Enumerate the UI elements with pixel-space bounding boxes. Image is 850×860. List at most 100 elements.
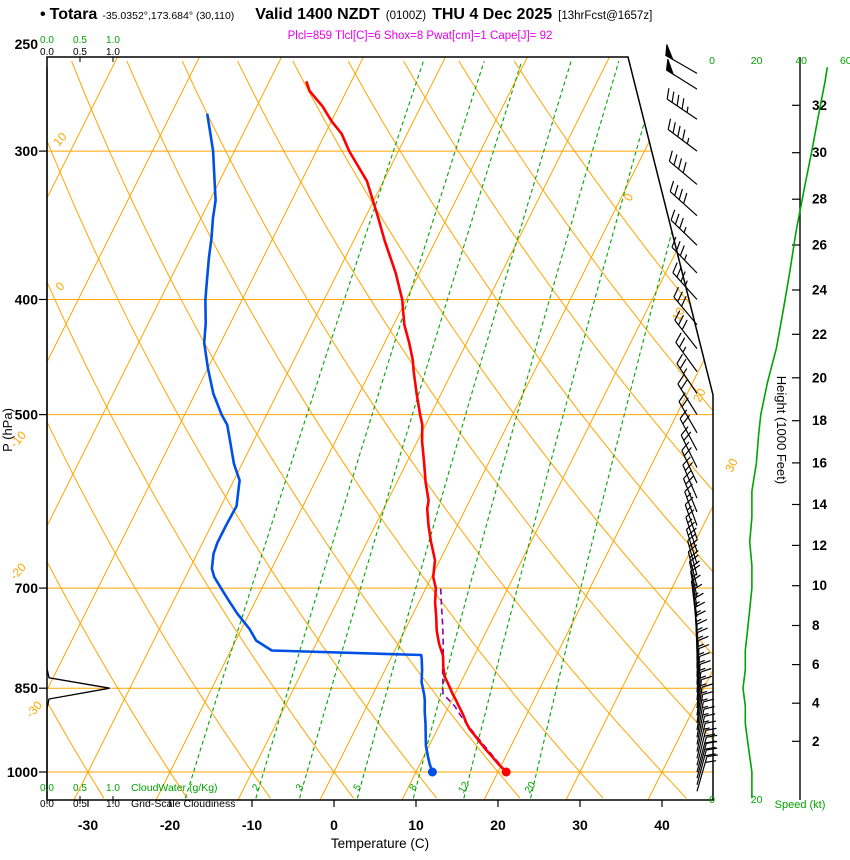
height-tick-label: 8 [812, 618, 820, 633]
dewpoint-curve [202, 113, 434, 773]
mixing-ratio-label: 3 [294, 782, 307, 793]
height-tick-label: 30 [812, 145, 827, 160]
height-tick-label: 16 [812, 455, 828, 470]
height-tick-label: 14 [812, 497, 828, 512]
temperature-tick-label: -30 [78, 817, 98, 833]
temperature-axis-title: Temperature (C) [331, 836, 429, 851]
isotherm-label: 0 [621, 191, 637, 204]
surface-temperature-dot [501, 767, 511, 777]
cloud-scales: 0.00.00.00.00.50.50.50.51.01.01.01.0Clou… [40, 35, 235, 810]
dry-adiabat-label: -20 [7, 560, 29, 582]
height-axis-title: Height (1000 Feet) [774, 376, 789, 484]
temperature-tick-label: -20 [160, 817, 180, 833]
temperature-tick-label: -10 [242, 817, 262, 833]
pressure-axis-title: P (hPa) [0, 408, 15, 452]
dry-adiabat-label: -30 [23, 698, 45, 720]
dry-adiabat-lines [47, 60, 713, 799]
station-name: Totara [49, 6, 98, 23]
temperature-tick-label: 0 [330, 817, 338, 833]
cloudiness-trace [46, 67, 110, 799]
pressure-axis: 250 300 400 500 700 850 1000 P (hPa) [0, 36, 47, 780]
height-tick-label: 4 [812, 696, 820, 711]
pressure-tick-label: 250 [15, 36, 39, 52]
isotherm-lines [47, 57, 713, 800]
valid-utc: (0100Z) [385, 10, 427, 22]
cloudwater-scale-tick: 0.5 [73, 35, 87, 46]
height-tick-label: 22 [812, 327, 827, 342]
height-tick-label: 26 [812, 238, 828, 253]
parcel-curve [439, 588, 507, 773]
cloudiness-scale-tick: 0.5 [73, 799, 87, 810]
height-tick-label: 6 [812, 657, 820, 672]
temperature-tick-label: 30 [572, 817, 588, 833]
forecast-info: [13hrFcst@1657z] [558, 10, 653, 22]
mixing-ratio-label: 20 [523, 780, 538, 796]
height-tick-label: 20 [812, 370, 827, 385]
plot-border [46, 56, 714, 801]
height-tick-label: 10 [812, 578, 827, 593]
valid-date: THU 4 Dec 2025 [432, 6, 553, 23]
wind-speed-curve [742, 67, 829, 799]
dry-adiabat-label: 10 [50, 129, 70, 149]
cloudiness-scale-title: Grid-Scale Cloudiness [131, 798, 235, 810]
height-tick-label: 28 [812, 192, 828, 207]
title-bar: • Totara -35.0352°,173.684° (30,110) Val… [40, 6, 658, 24]
temperature-axis: -30 -20 -10 0 10 20 30 40 Temperature (C) [78, 800, 670, 851]
dry-adiabat-label: 0 [53, 279, 68, 294]
temperature-tick-label: 10 [408, 817, 424, 833]
pressure-tick-label: 500 [15, 407, 39, 423]
cloudiness-scale-tick: 1.0 [106, 47, 120, 58]
cloudwater-scale-tick: 1.0 [106, 35, 120, 46]
mixing-ratio-label: 2 [250, 782, 263, 793]
isotherm-label: 30 [722, 456, 741, 475]
station-coords: -35.0352°,173.684° (30,110) [102, 10, 235, 22]
speed-tick-label: 40 [795, 55, 807, 67]
speed-axis-title: Speed (kt) [775, 799, 826, 811]
speed-tick-label: 20 [751, 55, 763, 67]
valid-time: Valid 1400 NZDT [255, 6, 380, 23]
speed-tick-label: 60 [840, 55, 850, 67]
pressure-tick-label: 300 [15, 143, 39, 159]
speed-tick-label: 0 [709, 794, 715, 806]
cloudwater-scale-tick: 0.0 [40, 35, 54, 46]
mixing-ratio-label: 8 [407, 782, 420, 793]
mixing-ratio-label: 5 [352, 782, 365, 793]
pressure-tick-label: 700 [15, 580, 39, 596]
cloudwater-scale-title: CloudWater (g/Kg) [131, 782, 218, 794]
speed-tick-label: 20 [751, 794, 763, 806]
temperature-curve [305, 80, 508, 773]
mixing-ratio-label: 12 [456, 780, 471, 796]
sounding-parameters: Plcl=859 Tlcl[C]=6 Shox=8 Pwat[cm]=1 Cap… [287, 30, 553, 42]
pressure-tick-label: 1000 [7, 764, 38, 780]
height-tick-label: 24 [812, 283, 828, 298]
cloudiness-scale-tick: 0.0 [40, 47, 54, 58]
cloudwater-scale-tick: 1.0 [106, 783, 120, 794]
wind-barbs [665, 44, 718, 792]
pressure-tick-label: 850 [15, 680, 39, 696]
temperature-tick-label: 40 [654, 817, 670, 833]
surface-dewpoint-dot [427, 767, 437, 777]
cloudiness-scale-tick: 0.0 [40, 799, 54, 810]
mixing-ratio-labels: 2 3 5 8 12 20 [250, 780, 538, 796]
speed-tick-label: 0 [709, 55, 715, 67]
station-bullet: • [40, 6, 46, 23]
speed-axis: 0 20 40 60 0 20 Speed (kt) [709, 55, 850, 811]
mixing-ratio-lines [184, 61, 713, 799]
surface-dots [427, 767, 511, 777]
temperature-tick-label: 20 [490, 817, 506, 833]
cloudiness-scale-tick: 1.0 [106, 799, 120, 810]
cloudiness-scale-tick: 0.5 [73, 47, 87, 58]
cloudwater-scale-tick: 0.0 [40, 783, 54, 794]
pressure-gridlines [47, 150, 713, 773]
height-tick-label: 18 [812, 413, 828, 428]
plot-frame [46, 56, 714, 801]
height-tick-label: 32 [812, 98, 827, 113]
pressure-tick-label: 400 [15, 292, 39, 308]
sounding-curves [202, 80, 508, 773]
cloudwater-scale-tick: 0.5 [73, 783, 87, 794]
height-tick-label: 2 [812, 734, 820, 749]
